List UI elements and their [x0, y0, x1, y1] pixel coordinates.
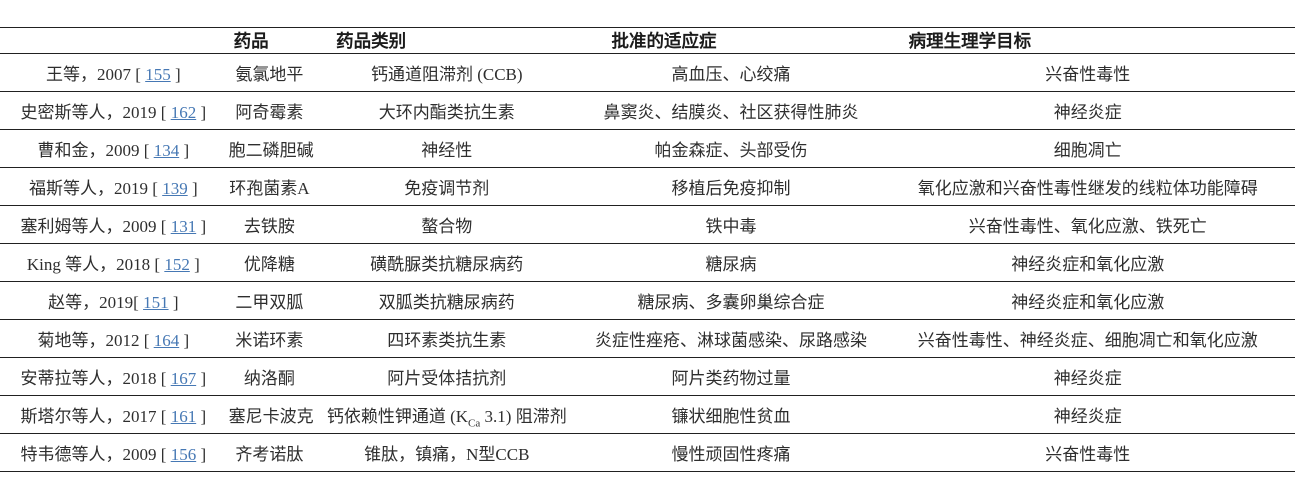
table-row: 史密斯等人，2019 [ 162 ] 阿奇霉素 大环内酯类抗生素 鼻窦炎、结膜炎、社区… — [0, 92, 1295, 130]
citation-cell: 安蒂拉等人，2018 [ 167 ] — [20, 369, 207, 388]
target-cell: 兴奋性毒性、氧化应激、铁死亡 — [968, 217, 1207, 236]
target-cell: 神经炎症和氧化应激 — [1011, 255, 1165, 274]
indication-cell: 移植后免疫抑制 — [671, 179, 791, 198]
indication-cell: 高血压、心绞痛 — [671, 65, 791, 84]
header-citation-empty — [0, 28, 227, 54]
category-cell: 锥肽，镇痛，N型CCB — [364, 445, 530, 464]
reference-link[interactable]: 151 — [143, 293, 169, 312]
table-row: 王等，2007 [ 155 ] 氨氯地平 钙通道阻滞剂 (CCB) 高血压、心绞痛 兴奋… — [0, 54, 1295, 92]
reference-link[interactable]: 161 — [170, 407, 197, 426]
indication-cell: 镰状细胞性贫血 — [671, 407, 791, 426]
header-approved-indication: 批准的适应症 — [611, 31, 717, 51]
indication-cell: 慢性顽固性疼痛 — [671, 445, 791, 464]
drug-cell: 环孢菌素A — [229, 179, 310, 198]
drug-cell: 二甲双胍 — [235, 293, 304, 312]
reference-link[interactable]: 164 — [153, 331, 180, 350]
page: 药品 药品类别 批准的适应症 病理生理学目标 王等，2007 [ 155 ] 氨氯… — [0, 27, 1295, 472]
citation-cell: 史密斯等人，2019 [ 162 ] — [20, 103, 207, 122]
citation-cell: 特韦德等人，2009 [ 156 ] — [20, 445, 207, 464]
reference-link[interactable]: 156 — [170, 445, 197, 464]
indication-cell: 糖尿病、多囊卵巢综合症 — [637, 293, 825, 312]
drug-repurposing-table: 药品 药品类别 批准的适应症 病理生理学目标 王等，2007 [ 155 ] 氨氯… — [0, 27, 1295, 472]
category-cell: 双胍类抗糖尿病药 — [378, 293, 515, 312]
drug-cell: 氨氯地平 — [235, 65, 304, 84]
indication-cell: 帕金森症、头部受伤 — [654, 141, 808, 160]
reference-link[interactable]: 139 — [162, 179, 188, 198]
citation-cell: 塞利姆等人，2009 [ 131 ] — [20, 217, 207, 236]
table-row: 特韦德等人，2009 [ 156 ] 齐考诺肽 锥肽，镇痛，N型CCB 慢性顽固性疼痛… — [0, 434, 1295, 472]
drug-cell: 米诺环素 — [235, 331, 304, 350]
table-header-row: 药品 药品类别 批准的适应症 病理生理学目标 — [0, 28, 1295, 54]
subscript-text: Ca — [468, 417, 481, 430]
citation-cell: 赵等，2019[ 151 ] — [48, 293, 179, 312]
header-pathophysiological-target: 病理生理学目标 — [908, 31, 1032, 51]
drug-cell: 胞二磷胆碱 — [228, 141, 314, 160]
category-cell: 磺酰脲类抗糖尿病药 — [370, 255, 524, 274]
target-cell: 兴奋性毒性 — [1045, 445, 1131, 464]
table-row: 福斯等人，2019 [ 139 ] 环孢菌素A 免疫调节剂 移植后免疫抑制 氧化应激和兴… — [0, 168, 1295, 206]
drug-cell: 阿奇霉素 — [235, 103, 304, 122]
target-cell: 氧化应激和兴奋性毒性继发的线粒体功能障碍 — [917, 179, 1258, 198]
reference-link[interactable]: 131 — [170, 217, 197, 236]
table-row: 赵等，2019[ 151 ] 二甲双胍 双胍类抗糖尿病药 糖尿病、多囊卵巢综合症 神经炎… — [0, 282, 1295, 320]
table-row: 曹和金，2009 [ 134 ] 胞二磷胆碱 神经性 帕金森症、头部受伤 细胞凋亡 — [0, 130, 1295, 168]
drug-cell: 塞尼卡波克 — [228, 407, 314, 426]
category-cell: 神经性 — [421, 141, 473, 160]
table-row: King 等人，2018 [ 152 ] 优降糖 磺酰脲类抗糖尿病药 糖尿病 神经炎症和… — [0, 244, 1295, 282]
indication-cell: 铁中毒 — [705, 217, 757, 236]
category-cell: 螯合物 — [421, 217, 473, 236]
table-row: 安蒂拉等人，2018 [ 167 ] 纳洛酮 阿片受体拮抗剂 阿片类药物过量 神经炎症 — [0, 358, 1295, 396]
target-cell: 神经炎症 — [1053, 407, 1122, 426]
reference-link[interactable]: 152 — [164, 255, 190, 274]
citation-cell: 菊地等，2012 [ 164 ] — [37, 331, 190, 350]
citation-cell: 曹和金，2009 [ 134 ] — [37, 141, 190, 160]
indication-cell: 阿片类药物过量 — [671, 369, 791, 388]
category-cell: 阿片受体拮抗剂 — [387, 369, 507, 388]
indication-cell: 糖尿病 — [705, 255, 757, 274]
citation-cell: King 等人，2018 [ 152 ] — [26, 255, 200, 274]
drug-cell: 去铁胺 — [243, 217, 295, 236]
reference-link[interactable]: 167 — [170, 369, 197, 388]
header-drug: 药品 — [233, 31, 269, 51]
target-cell: 细胞凋亡 — [1053, 141, 1122, 160]
indication-cell: 炎症性痤疮、淋球菌感染、尿路感染 — [595, 331, 868, 350]
target-cell: 神经炎症和氧化应激 — [1011, 293, 1165, 312]
drug-cell: 齐考诺肽 — [235, 445, 304, 464]
indication-cell: 鼻窦炎、结膜炎、社区获得性肺炎 — [603, 103, 859, 122]
category-cell: 钙通道阻滞剂 (CCB) — [370, 65, 523, 84]
category-cell: 免疫调节剂 — [404, 179, 490, 198]
table-row: 斯塔尔等人，2017 [ 161 ] 塞尼卡波克 钙依赖性钾通道 (KCa 3.1)… — [0, 396, 1295, 434]
citation-cell: 福斯等人，2019 [ 139 ] — [29, 179, 198, 198]
citation-cell: 王等，2007 [ 155 ] — [46, 65, 181, 84]
header-drug-category: 药品类别 — [336, 31, 407, 51]
drug-cell: 优降糖 — [243, 255, 295, 274]
category-cell: 钙依赖性钾通道 (KCa 3.1) 阻滞剂 — [326, 407, 567, 430]
citation-cell: 斯塔尔等人，2017 [ 161 ] — [20, 407, 207, 426]
category-cell: 四环素类抗生素 — [387, 331, 507, 350]
target-cell: 兴奋性毒性 — [1045, 65, 1131, 84]
table-row: 塞利姆等人，2009 [ 131 ] 去铁胺 螯合物 铁中毒 兴奋性毒性、氧化应激、铁死… — [0, 206, 1295, 244]
table-body: 王等，2007 [ 155 ] 氨氯地平 钙通道阻滞剂 (CCB) 高血压、心绞痛 兴奋… — [0, 54, 1295, 472]
target-cell: 神经炎症 — [1053, 103, 1122, 122]
reference-link[interactable]: 134 — [153, 141, 180, 160]
category-cell: 大环内酯类抗生素 — [378, 103, 515, 122]
drug-cell: 纳洛酮 — [243, 369, 295, 388]
reference-link[interactable]: 155 — [145, 65, 171, 84]
table-row: 菊地等，2012 [ 164 ] 米诺环素 四环素类抗生素 炎症性痤疮、淋球菌感染、尿… — [0, 320, 1295, 358]
target-cell: 兴奋性毒性、神经炎症、细胞凋亡和氧化应激 — [917, 331, 1258, 350]
target-cell: 神经炎症 — [1053, 369, 1122, 388]
reference-link[interactable]: 162 — [170, 103, 197, 122]
